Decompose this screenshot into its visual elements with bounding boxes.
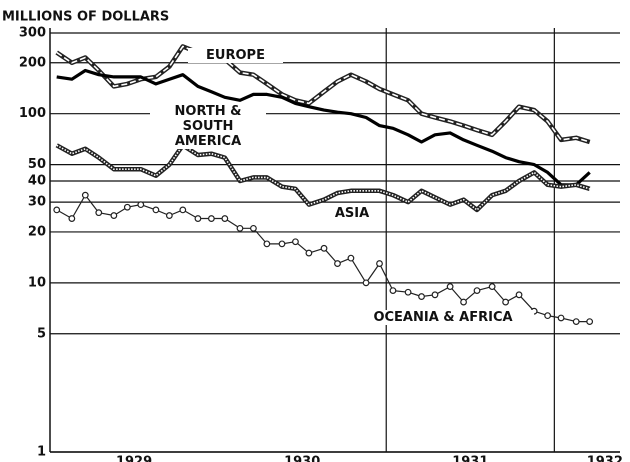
point <box>305 249 313 257</box>
point <box>460 298 467 306</box>
y-tick-label: 50 <box>28 157 46 172</box>
point <box>488 283 496 291</box>
point <box>362 279 370 287</box>
point <box>347 254 355 262</box>
y-tick-label: 1 <box>37 445 46 460</box>
line-series-inner <box>56 45 590 143</box>
line-series <box>56 194 590 323</box>
y-tick-label: 300 <box>19 26 46 41</box>
point <box>207 215 215 222</box>
point <box>250 224 257 232</box>
line-series <box>55 44 591 145</box>
point <box>334 260 341 267</box>
series-label: EUROPE <box>188 48 283 63</box>
point <box>179 206 187 214</box>
y-axis-title: MILLIONS OF DOLLARS <box>2 10 169 25</box>
point <box>586 318 594 326</box>
point <box>263 240 271 248</box>
y-tick-label: 200 <box>19 55 46 70</box>
y-tick-label: 100 <box>19 106 46 121</box>
point <box>194 215 202 222</box>
point <box>544 312 552 320</box>
point <box>572 318 580 326</box>
point <box>110 212 118 219</box>
line-series-inner <box>56 144 590 211</box>
point <box>389 287 397 294</box>
point <box>320 244 328 252</box>
point <box>502 298 509 306</box>
point <box>95 209 103 217</box>
point <box>137 201 145 209</box>
x-tick-label: 1931 <box>452 455 488 462</box>
y-tick-label: 5 <box>37 326 46 341</box>
series-label: ASIA <box>328 206 376 221</box>
point <box>278 240 286 248</box>
point <box>221 215 229 222</box>
x-tick-label: 1932 <box>587 455 623 462</box>
point <box>473 287 481 294</box>
y-tick-label: 30 <box>28 195 46 210</box>
series-label: OCEANIA & AFRICA <box>352 310 534 325</box>
point <box>376 260 383 267</box>
point <box>515 291 523 299</box>
x-tick-label: 1930 <box>284 455 320 462</box>
point <box>404 288 412 296</box>
y-tick-label: 20 <box>28 224 46 239</box>
point <box>557 314 565 322</box>
point <box>123 203 131 211</box>
point <box>165 212 173 219</box>
y-tick-label: 40 <box>28 174 46 189</box>
series-label: NORTH & SOUTH AMERICA <box>150 104 266 149</box>
point <box>446 283 454 291</box>
line-series <box>56 68 591 187</box>
point <box>431 291 439 299</box>
point <box>152 206 160 214</box>
point <box>292 238 299 246</box>
point <box>236 224 244 232</box>
point <box>53 206 61 214</box>
x-tick-label: 1929 <box>116 455 152 462</box>
y-tick-label: 10 <box>28 275 46 290</box>
point <box>68 215 76 222</box>
point <box>81 191 89 199</box>
point <box>418 293 425 300</box>
